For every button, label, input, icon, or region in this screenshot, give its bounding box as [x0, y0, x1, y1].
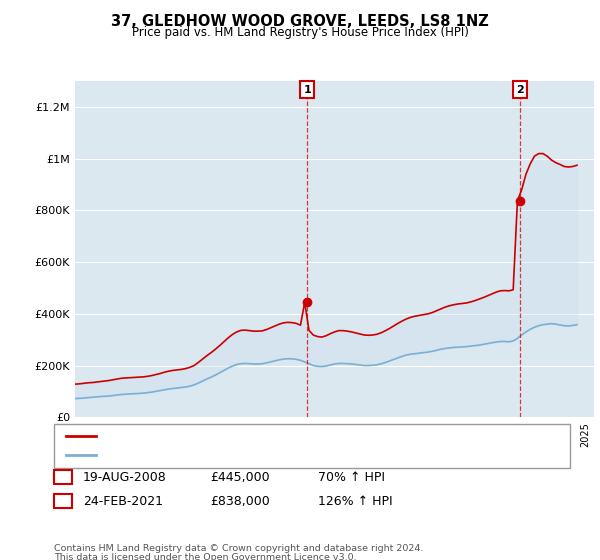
Text: 2: 2 [59, 494, 67, 508]
Text: £838,000: £838,000 [210, 494, 270, 508]
Text: 37, GLEDHOW WOOD GROVE, LEEDS, LS8 1NZ (detached house): 37, GLEDHOW WOOD GROVE, LEEDS, LS8 1NZ (… [102, 431, 464, 441]
Text: 19-AUG-2008: 19-AUG-2008 [83, 470, 167, 484]
Text: HPI: Average price, detached house, Leeds: HPI: Average price, detached house, Leed… [102, 450, 341, 460]
Text: 37, GLEDHOW WOOD GROVE, LEEDS, LS8 1NZ: 37, GLEDHOW WOOD GROVE, LEEDS, LS8 1NZ [111, 14, 489, 29]
Text: £445,000: £445,000 [210, 470, 269, 484]
Text: 2: 2 [516, 85, 524, 95]
Text: 24-FEB-2021: 24-FEB-2021 [83, 494, 163, 508]
Text: Price paid vs. HM Land Registry's House Price Index (HPI): Price paid vs. HM Land Registry's House … [131, 26, 469, 39]
Text: 1: 1 [59, 470, 67, 484]
Text: 126% ↑ HPI: 126% ↑ HPI [318, 494, 392, 508]
Text: This data is licensed under the Open Government Licence v3.0.: This data is licensed under the Open Gov… [54, 553, 356, 560]
Text: Contains HM Land Registry data © Crown copyright and database right 2024.: Contains HM Land Registry data © Crown c… [54, 544, 424, 553]
Text: 70% ↑ HPI: 70% ↑ HPI [318, 470, 385, 484]
Text: 1: 1 [303, 85, 311, 95]
